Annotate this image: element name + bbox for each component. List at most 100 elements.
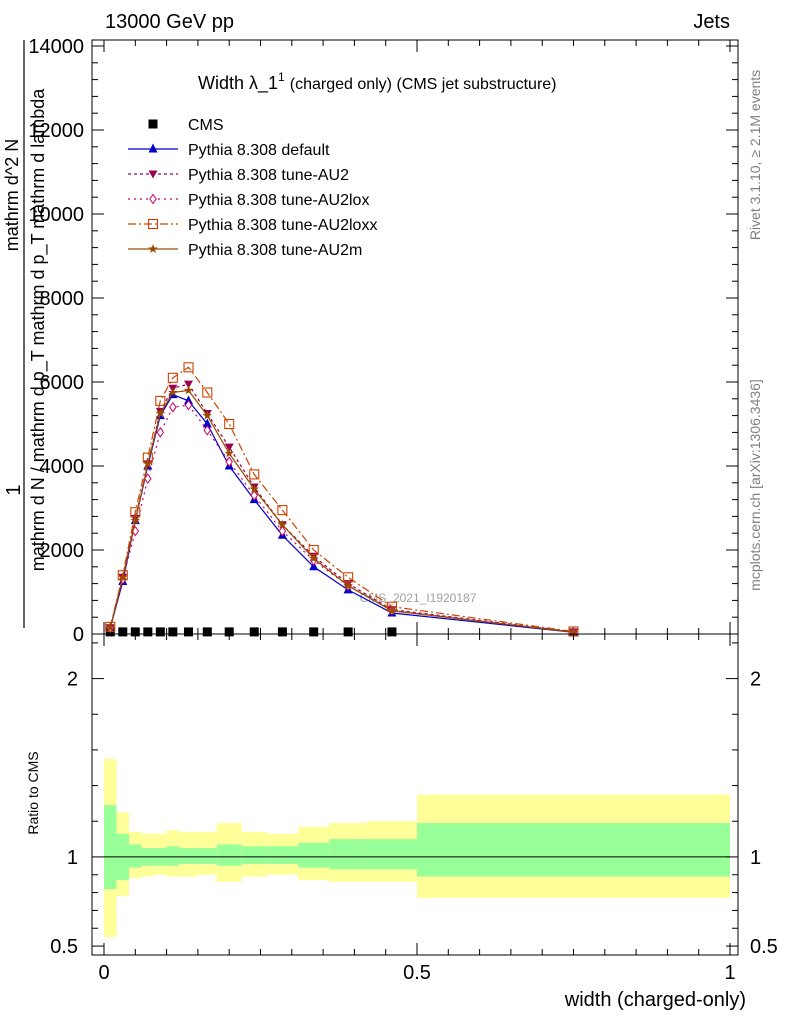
data-point-au2loxx	[224, 418, 235, 430]
plot-title-rest: (charged only) (CMS jet substructure)	[290, 76, 557, 93]
data-point-cms	[224, 627, 234, 637]
ratio-ytick-label: 2	[67, 669, 78, 691]
data-point-cms	[155, 627, 165, 637]
data-point-default	[202, 418, 212, 428]
legend-label: Pythia 8.308 default	[188, 142, 330, 159]
ratio-panel: 0.5 0.5 1 1 2 2 Ratio to CMS	[25, 633, 778, 958]
series-au2lox	[106, 399, 578, 638]
data-point-au2m	[105, 622, 116, 632]
data-point-au2m	[224, 448, 234, 458]
legend-marker	[148, 170, 158, 179]
legend-item-au2lox: Pythia 8.308 tune-AU2lox	[128, 192, 369, 209]
legend-item-au2m: Pythia 8.308 tune-AU2m	[128, 242, 362, 259]
data-point-au2lox	[156, 427, 165, 438]
plot-title-sup: 1	[278, 70, 285, 84]
main-ytick-label: 0	[73, 624, 84, 646]
main-ytick-label: 10000	[28, 204, 84, 226]
data-point-au2lox	[184, 399, 193, 411]
legend-label: Pythia 8.308 tune-AU2lox	[188, 192, 369, 209]
data-point-cms	[202, 627, 212, 637]
legend-label: Pythia 8.308 tune-AU2m	[188, 242, 362, 259]
legend-label: Pythia 8.308 tune-AU2	[188, 167, 349, 184]
data-point-au2m	[168, 387, 178, 397]
data-point-au2lox	[169, 401, 177, 413]
series-au2	[105, 380, 578, 637]
series-line-au2m	[109, 389, 574, 633]
data-point-au2loxx	[249, 469, 260, 480]
ratio-ytick-label-right: 1	[750, 847, 761, 869]
main-ytick-label: 4000	[40, 456, 85, 478]
legend-marker	[147, 218, 159, 230]
series-cms	[105, 627, 397, 637]
data-point-cms	[387, 627, 397, 637]
series-au2m	[105, 385, 579, 637]
data-point-au2loxx	[183, 362, 194, 373]
data-point-au2m	[343, 580, 353, 590]
series-line-default	[109, 393, 574, 633]
main-ytick-label: 6000	[40, 372, 85, 394]
data-point-au2m	[155, 408, 166, 418]
ratio-ylabel: Ratio to CMS	[25, 751, 41, 834]
legend-marker	[149, 193, 157, 205]
series-au2loxx	[105, 362, 579, 637]
main-ytick-label: 8000	[40, 288, 85, 310]
xtick-label: 0.5	[403, 962, 431, 984]
ratio-band-inner	[179, 848, 198, 865]
main-ytick-label: 2000	[40, 540, 85, 562]
legend-item-default: Pythia 8.308 default	[128, 142, 330, 159]
data-point-cms	[249, 627, 259, 637]
ratio-ytick-label-right: 2	[750, 669, 761, 691]
data-point-au2lox	[144, 473, 152, 484]
data-point-au2loxx	[202, 387, 213, 398]
data-point-au2loxx	[277, 505, 288, 516]
data-point-au2m	[387, 605, 397, 615]
ylabel-numerator: mathrm d^2 N	[2, 139, 22, 251]
header-jets: Jets	[693, 11, 730, 33]
ratio-band-inner	[329, 839, 367, 870]
legend: CMS Pythia 8.308 default Pythia 8.308 tune…	[128, 117, 377, 259]
data-point-cms	[309, 627, 319, 637]
ratio-band-inner	[104, 805, 117, 890]
data-point-au2loxx	[155, 395, 166, 406]
data-point-au2m	[568, 627, 579, 637]
xtick-label: 0	[98, 962, 109, 984]
data-point-au2lox	[203, 424, 212, 436]
data-point-au2m	[277, 519, 288, 529]
ratio-band-inner	[166, 846, 180, 866]
data-point-au2loxx	[105, 621, 116, 632]
mcplots-label: mcplots.cern.ch [arXiv:1306.3436]	[747, 379, 763, 591]
ratio-ytick-label-right: 0.5	[750, 936, 778, 958]
legend-marker	[148, 244, 158, 254]
legend-label: CMS	[188, 117, 224, 134]
plot-title: Width λ_11 (charged only) (CMS jet substr…	[198, 70, 557, 94]
data-point-au2m	[130, 515, 141, 525]
xtick-label: 1	[724, 962, 735, 984]
ratio-frame	[91, 633, 739, 956]
ratio-band-inner	[241, 846, 267, 865]
header-collision: 13000 GeV pp	[105, 11, 234, 33]
ratio-band-inner	[197, 848, 217, 865]
legend-label: Pythia 8.308 tune-AU2loxx	[188, 217, 377, 234]
data-point-au2lox	[278, 525, 287, 537]
ratio-band-inner	[366, 839, 417, 870]
xlabel: width (charged-only)	[564, 989, 746, 1011]
ratio-band-inner	[129, 844, 142, 868]
ratio-band-inner	[216, 844, 242, 866]
ratio-band-inner	[417, 823, 730, 877]
legend-item-au2: Pythia 8.308 tune-AU2	[128, 167, 349, 184]
data-point-au2m	[249, 484, 259, 494]
data-point-au2loxx	[167, 372, 178, 383]
series-line-au2lox	[109, 404, 574, 633]
data-point-au2m	[308, 553, 319, 563]
legend-item-au2loxx: Pythia 8.308 tune-AU2loxx	[128, 217, 377, 234]
main-panel: 0 2000 4000 6000 8000 10000 12000 14000 CMS_202…	[28, 36, 739, 646]
main-ytick-label: 12000	[28, 120, 84, 142]
plot-title-main: Width λ_1	[198, 73, 278, 94]
data-point-au2m	[118, 572, 128, 582]
main-ytick-label: 14000	[28, 36, 84, 58]
data-point-au2lox	[225, 456, 233, 468]
data-point-au2m	[202, 410, 213, 420]
analysis-watermark: CMS_2021_I1920187	[360, 591, 477, 605]
data-point-cms	[343, 627, 353, 637]
